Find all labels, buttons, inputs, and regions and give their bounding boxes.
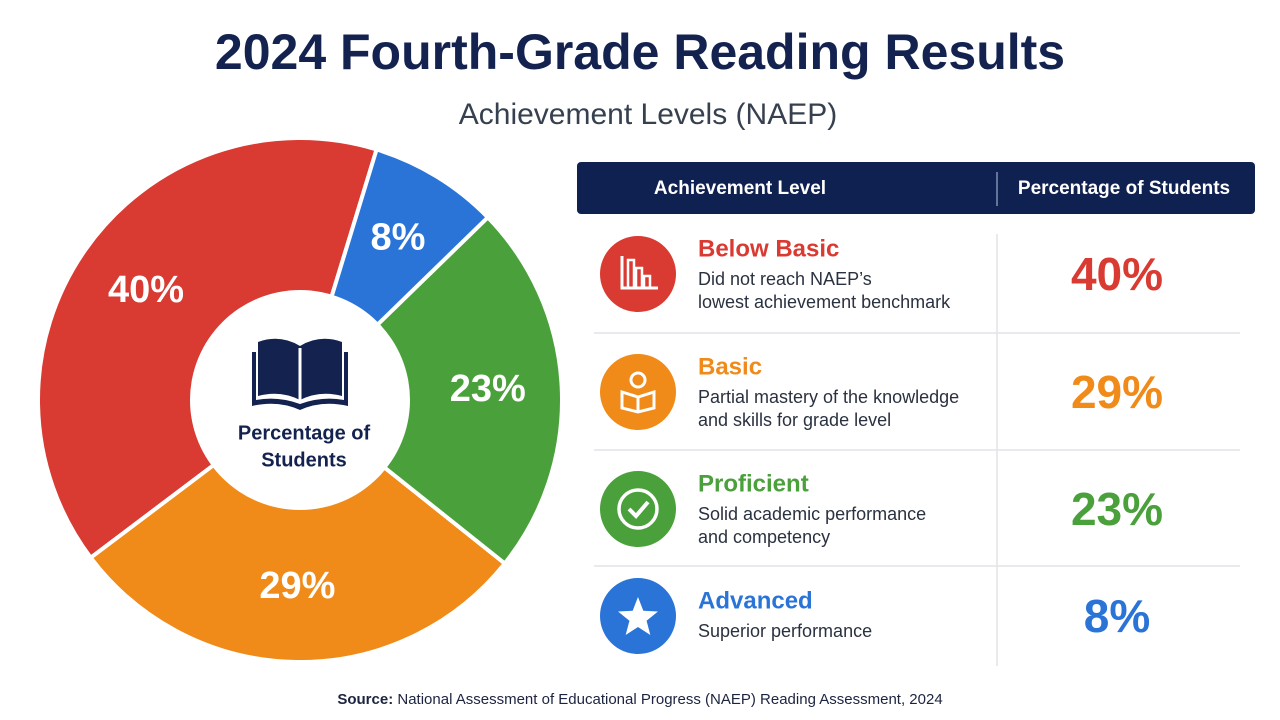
book-icon <box>252 338 348 410</box>
level-name: Proficient <box>698 470 809 497</box>
slice-label: 29% <box>259 565 335 607</box>
source: Source: National Assessment of Education… <box>337 691 942 708</box>
icon-glyph <box>618 597 658 635</box>
subtitle: Achievement Levels (NAEP) <box>459 98 838 131</box>
percentage: 29% <box>1071 366 1163 418</box>
icon-glyph <box>634 266 644 290</box>
level-description: Superior performance <box>698 621 872 641</box>
icon-glyph <box>617 488 659 530</box>
icon-glyph <box>627 500 650 519</box>
percentage: 8% <box>1084 590 1150 642</box>
center-label: Percentage of <box>238 422 371 444</box>
level-name: Basic <box>698 353 762 380</box>
level-description: and skills for grade level <box>698 410 891 430</box>
table-row: Basic Partial mastery of the knowledge and… <box>594 353 1240 451</box>
icon-glyph <box>620 389 656 414</box>
table-row: Proficient Solid academic performance and … <box>594 470 1240 567</box>
source-label: Source: <box>337 691 393 708</box>
level-description: Solid academic performance <box>698 504 926 524</box>
slice-label: 40% <box>108 269 184 311</box>
slice-label: 23% <box>450 368 526 410</box>
percentage: 23% <box>1071 483 1163 535</box>
level-name: Below Basic <box>698 235 839 262</box>
percentage: 40% <box>1071 248 1163 300</box>
icon-glyph <box>629 371 647 389</box>
donut: 40% 29% 23% 8% <box>36 136 564 664</box>
level-description: lowest achievement benchmark <box>698 292 951 312</box>
level-description: Partial mastery of the knowledge <box>698 387 959 407</box>
icon-glyph <box>626 258 636 290</box>
title: 2024 Fourth-Grade Reading Results <box>215 24 1065 80</box>
header-cell: Percentage of Students <box>1018 178 1230 199</box>
row-icon <box>600 236 676 312</box>
level-description: and competency <box>698 527 830 547</box>
level-name: Advanced <box>698 587 813 614</box>
table-row: Below Basic Did not reach NAEP’s lowest ac… <box>594 235 1240 334</box>
row-icon <box>600 471 676 547</box>
row-icon <box>600 354 676 430</box>
slice-label: 8% <box>370 217 425 259</box>
level-description: Did not reach NAEP’s <box>698 269 872 289</box>
source-text: National Assessment of Educational Progr… <box>397 691 942 708</box>
icon-glyph <box>642 274 652 290</box>
header-cell: Achievement Level <box>654 178 826 199</box>
center-label: Students <box>261 449 347 471</box>
table-header <box>577 162 1255 214</box>
table-rows: Below Basic Did not reach NAEP’s lowest ac… <box>594 235 1240 654</box>
table-row: Advanced Superior performance 8% <box>600 578 1150 654</box>
